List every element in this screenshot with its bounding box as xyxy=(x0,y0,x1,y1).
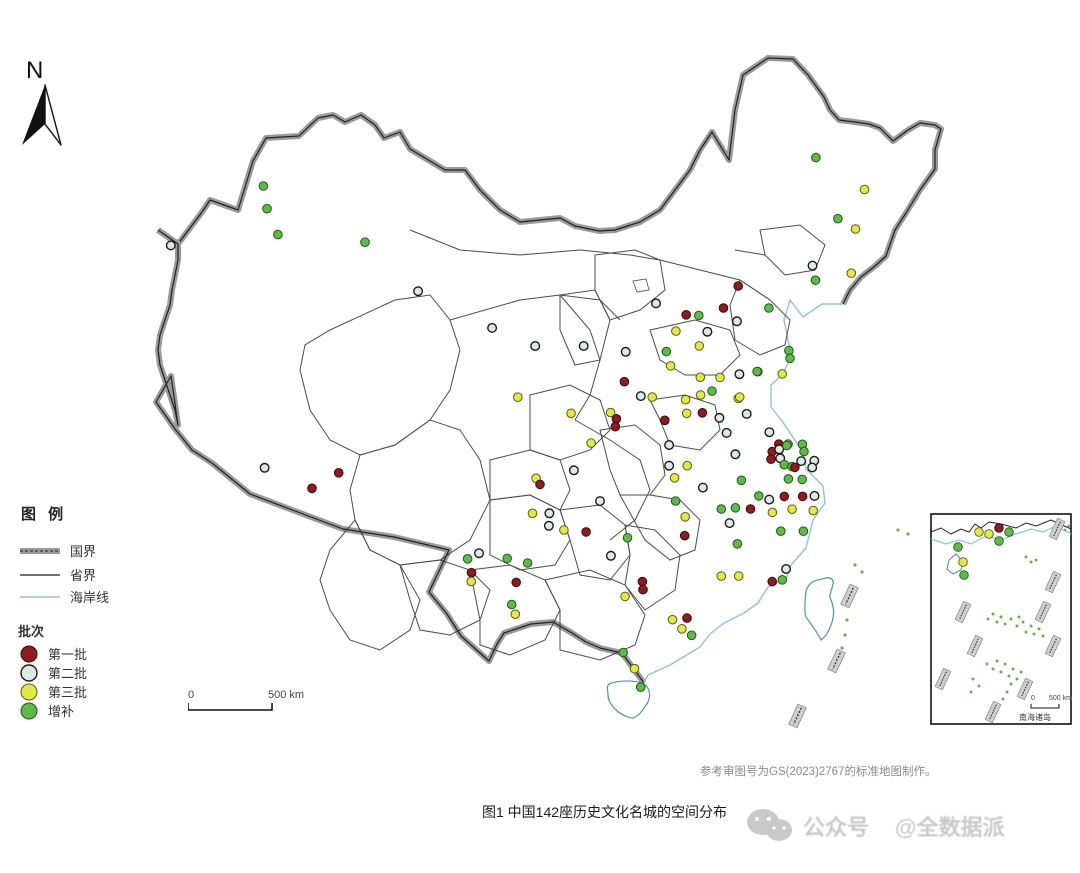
svg-text:国界: 国界 xyxy=(70,544,96,559)
svg-text:第一批: 第一批 xyxy=(48,647,87,662)
svg-text:南海诸岛: 南海诸岛 xyxy=(1019,712,1051,722)
svg-text:第三批: 第三批 xyxy=(48,685,87,700)
svg-text:0: 0 xyxy=(188,689,194,701)
svg-text:第二批: 第二批 xyxy=(48,666,87,681)
svg-text:@全数据派: @全数据派 xyxy=(895,815,1004,840)
svg-text:500 km: 500 km xyxy=(268,689,304,701)
svg-text:公众号: 公众号 xyxy=(803,815,869,840)
svg-text:500 km: 500 km xyxy=(1049,695,1072,702)
svg-text:增补: 增补 xyxy=(48,704,74,719)
svg-text:海岸线: 海岸线 xyxy=(70,590,109,605)
svg-text:批次: 批次 xyxy=(18,624,44,639)
svg-text:N: N xyxy=(26,57,43,84)
svg-text:省界: 省界 xyxy=(70,568,96,583)
svg-text:0: 0 xyxy=(1031,695,1035,702)
